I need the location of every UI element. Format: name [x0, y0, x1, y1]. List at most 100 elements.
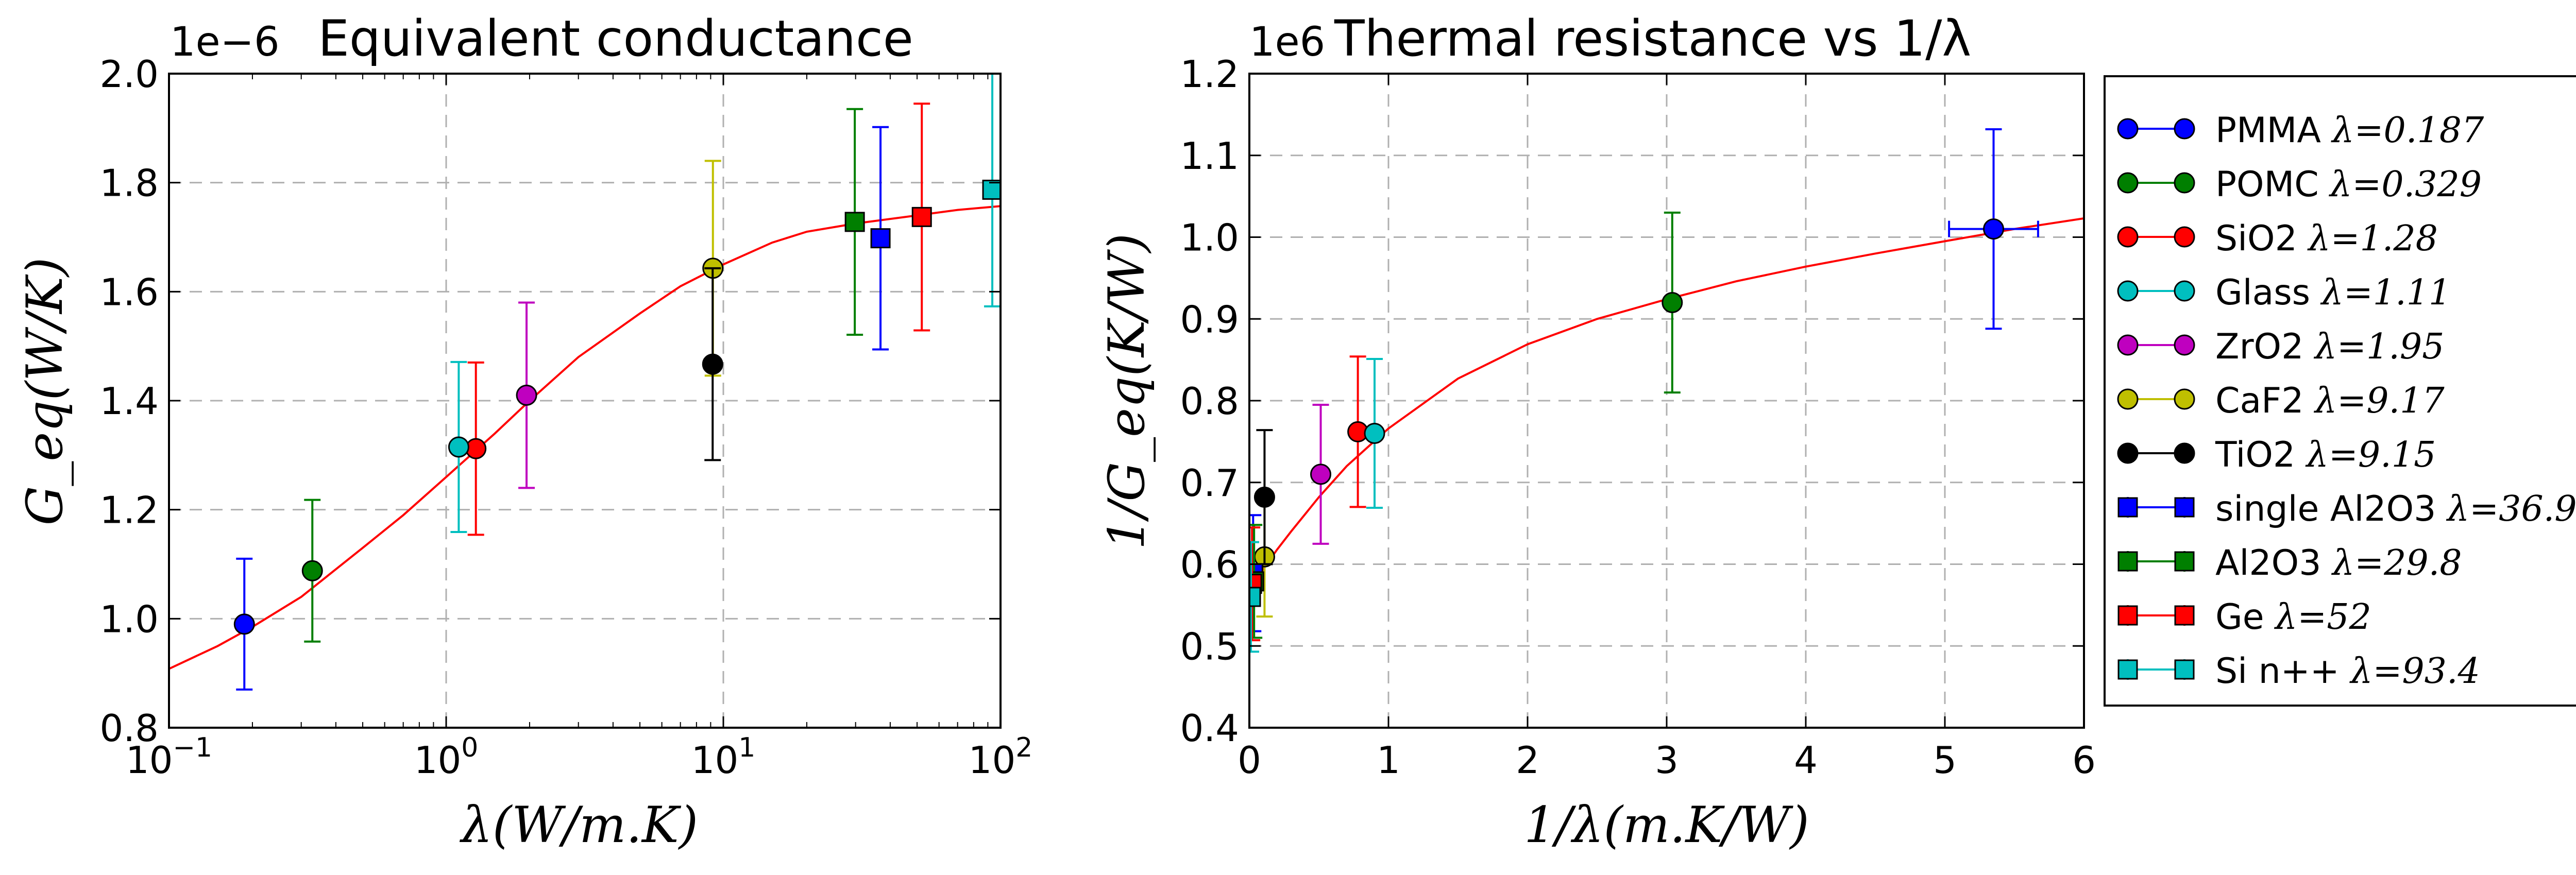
- conductance-marker-circle: [301, 560, 323, 581]
- legend-entry-si-n-: Si n++ λ=93.4: [2117, 651, 2480, 692]
- conductance-y-tick-label: 1.4: [99, 380, 159, 423]
- resistance-y-tick-label: 1.1: [1180, 134, 1239, 178]
- legend-marker-square: [2174, 605, 2195, 626]
- conductance-x-tick-label: 102: [969, 732, 1033, 782]
- resistance-point-sio2: [1347, 355, 1369, 508]
- legend-label: single Al2O3 λ=36.9: [2215, 489, 2576, 529]
- resistance-offset-label: 1e6: [1249, 19, 1325, 65]
- resistance-data-points: [1249, 128, 2039, 653]
- resistance-x-axis-label: 1/λ(m.K/W): [1524, 796, 1809, 854]
- resistance-x-tick-label: 1: [1377, 739, 1400, 782]
- conductance-x-tick-label: 10−1: [126, 732, 212, 782]
- resistance-marker-square: [1249, 587, 1261, 607]
- conductance-point-glass: [448, 361, 469, 534]
- conductance-chart: 0.81.01.21.41.61.82.010−1 100 101 102 1e−6 …: [16, 10, 1032, 854]
- conductance-title: Equivalent conductance: [318, 10, 913, 67]
- legend-marker-circle: [2117, 118, 2139, 140]
- conductance-y-tick-label: 1.8: [99, 162, 159, 205]
- conductance-point-sio2: [465, 361, 487, 536]
- resistance-point-pomc: [1662, 211, 1683, 394]
- legend-entries: PMMA λ=0.187 POMC λ=0.329 SiO2 λ=1.28 Glass…: [2117, 110, 2576, 692]
- legend-marker-square: [2117, 605, 2138, 626]
- legend-label: Glass λ=1.11: [2215, 272, 2451, 313]
- conductance-y-tick-label: 0.8: [99, 707, 159, 750]
- conductance-chart-grid: [169, 74, 1001, 728]
- legend-marker-circle: [2174, 118, 2195, 140]
- conductance-y-axis-label: G_eq(W/K): [16, 258, 74, 526]
- conductance-point-pmma: [233, 557, 255, 691]
- conductance-x-tick-label: 100: [414, 732, 479, 782]
- resistance-y-tick-label: 1.2: [1180, 53, 1239, 96]
- legend-entry-sio2: SiO2 λ=1.28: [2117, 218, 2438, 259]
- resistance-point-glass: [1364, 358, 1385, 509]
- legend-label: POMC λ=0.329: [2215, 164, 2482, 205]
- resistance-chart-grid: [1249, 74, 2084, 728]
- conductance-ticks: 0.8 1.0 1.2 1.4 1.6 1.8 2.0 10−1 100 101 102: [99, 53, 1032, 782]
- resistance-point-si-n-: [1249, 541, 1261, 653]
- legend-entry-ge: Ge λ=52: [2117, 597, 2371, 638]
- resistance-y-tick-label: 0.8: [1180, 380, 1239, 423]
- resistance-point-tio2: [1253, 429, 1275, 565]
- legend-label: CaF2 λ=9.17: [2215, 381, 2445, 421]
- legend-marker-circle: [2117, 334, 2139, 356]
- legend-marker-circle: [2117, 280, 2139, 302]
- conductance-data-points: [233, 74, 1001, 691]
- legend-entry-single-al2o3: single Al2O3 λ=36.9: [2117, 489, 2576, 529]
- legend-marker-circle: [2174, 442, 2195, 464]
- conductance-marker-square: [911, 207, 932, 227]
- legend-marker-circle: [2174, 388, 2195, 410]
- conductance-marker-circle: [448, 436, 469, 458]
- legend-label: ZrO2 λ=1.95: [2215, 327, 2444, 367]
- legend: PMMA λ=0.187 POMC λ=0.329 SiO2 λ=1.28 Glass…: [2104, 75, 2576, 707]
- resistance-title: Thermal resistance vs 1/λ: [1334, 10, 1971, 67]
- resistance-marker-circle: [1662, 292, 1683, 313]
- legend-marker-circle: [2117, 172, 2139, 194]
- legend-label: SiO2 λ=1.28: [2215, 218, 2438, 259]
- resistance-y-tick-label: 0.4: [1180, 707, 1239, 750]
- conductance-y-tick-label: 2.0: [99, 53, 159, 96]
- legend-label: Ge λ=52: [2215, 597, 2371, 638]
- conductance-point-si-n-: [982, 74, 1001, 307]
- legend-marker-square: [2174, 497, 2195, 518]
- resistance-marker-circle: [1253, 486, 1275, 508]
- conductance-marker-square: [982, 179, 1001, 200]
- resistance-marker-circle: [1983, 218, 2004, 240]
- legend-marker-square: [2174, 551, 2195, 572]
- legend-marker-circle: [2174, 334, 2195, 356]
- legend-marker-circle: [2117, 226, 2139, 248]
- resistance-y-tick-label: 0.6: [1180, 543, 1239, 587]
- resistance-marker-circle: [1310, 464, 1332, 485]
- legend-entry-glass: Glass λ=1.11: [2117, 272, 2451, 313]
- conductance-marker-square: [844, 212, 865, 232]
- legend-label: TiO2 λ=9.15: [2215, 435, 2436, 475]
- conductance-marker-circle: [233, 613, 255, 635]
- legend-entry-caf2: CaF2 λ=9.17: [2117, 381, 2445, 421]
- resistance-ticks: 0.4 0.5 0.6 0.7 0.8 0.9 1.0 1.1 1.2 0 1 2 3 4 5 6: [1180, 53, 2095, 782]
- conductance-point-single-al2o3: [870, 126, 891, 351]
- legend-marker-circle: [2174, 280, 2195, 302]
- legend-marker-square: [2117, 551, 2138, 572]
- resistance-x-tick-label: 4: [1794, 739, 1818, 782]
- conductance-point-tio2: [702, 267, 723, 461]
- legend-label: PMMA λ=0.187: [2215, 110, 2484, 151]
- conductance-point-zro2: [516, 301, 537, 489]
- conductance-point-pomc: [301, 499, 323, 643]
- legend-marker-circle: [2117, 442, 2139, 464]
- conductance-offset-label: 1e−6: [170, 19, 280, 65]
- conductance-point-ge: [911, 102, 932, 332]
- resistance-x-tick-label: 0: [1238, 739, 1261, 782]
- conductance-marker-circle: [702, 353, 723, 375]
- resistance-fit-curve: [1250, 217, 2084, 590]
- resistance-y-axis-label: 1/G_eq(K/W): [1098, 233, 1156, 550]
- resistance-y-tick-label: 0.5: [1180, 625, 1239, 668]
- resistance-fit-curve-group: [1250, 217, 2084, 590]
- resistance-chart: 0.4 0.5 0.6 0.7 0.8 0.9 1.0 1.1 1.2 0 1 2 3 4 5 6 1e6 T…: [1098, 10, 2096, 854]
- legend-entry-al2o3: Al2O3 λ=29.8: [2117, 543, 2462, 584]
- legend-marker-circle: [2174, 226, 2195, 248]
- conductance-y-tick-label: 1.2: [99, 489, 159, 532]
- conductance-x-tick-label: 101: [691, 732, 756, 782]
- resistance-marker-circle: [1364, 423, 1385, 444]
- resistance-y-tick-label: 0.9: [1180, 298, 1239, 341]
